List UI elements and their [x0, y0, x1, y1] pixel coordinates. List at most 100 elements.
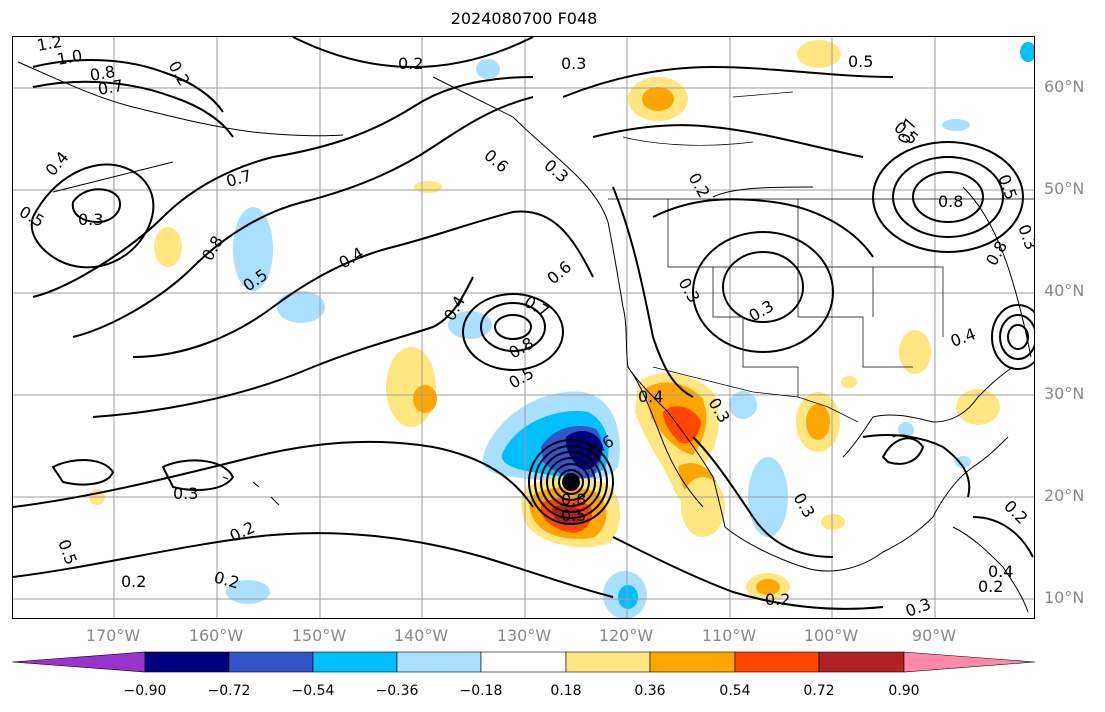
lat-label: 20°N — [1044, 486, 1085, 505]
map-panel: 1.2 1.0 0.8 0.7 0.2 0.3 0.5 0.4 0.3 0.5 … — [12, 36, 1035, 619]
contour-label: 0.8 — [561, 490, 586, 509]
contour-label: 1.0 — [55, 46, 83, 69]
colorbar-tick-label: −0.72 — [207, 683, 251, 699]
lon-label: 110°W — [701, 626, 757, 645]
contour-label: 0.5 — [848, 52, 873, 71]
lat-label: 30°N — [1044, 384, 1085, 403]
chart-title: 2024080700 F048 — [450, 9, 598, 28]
contour-label: 0.5 — [16, 202, 48, 231]
contour-label: 0.3 — [1014, 222, 1034, 252]
negative-anomaly-patch — [955, 456, 971, 468]
positive-anomaly-patch — [642, 87, 674, 111]
negative-anomaly-patch — [729, 391, 757, 419]
colorbar-tick-label: 0.72 — [803, 683, 835, 699]
colorbar-extend-max — [903, 651, 1036, 673]
contour-label: 0.2 — [978, 577, 1003, 596]
contour-label: 0.8 — [506, 333, 538, 362]
negative-anomaly-patch — [277, 291, 325, 323]
contour-label: 0.2 — [165, 58, 194, 90]
colorbar-segment — [396, 651, 482, 673]
colorbar-extend-min — [11, 651, 146, 673]
contour-label: 0.6 — [480, 146, 512, 177]
positive-anomaly-patch — [956, 389, 1000, 425]
lon-label: 100°W — [803, 626, 859, 645]
positive-anomaly-patch — [806, 404, 830, 440]
colorbar-tick-label: 0.36 — [634, 683, 666, 699]
colorbar-segment — [649, 651, 736, 673]
contour-label: 0.7 — [894, 116, 921, 146]
borders — [608, 91, 1034, 423]
colorbar-tick-label: 0.54 — [719, 683, 751, 699]
positive-anomaly-patch — [154, 227, 182, 267]
contour-label: 0.6 — [543, 257, 575, 288]
contour-label: 0.3 — [78, 210, 103, 229]
contour-label: 0.4 — [336, 243, 368, 272]
positive-anomaly-patch — [821, 514, 845, 530]
lon-label: 140°W — [393, 626, 449, 645]
contour-label: 0.4 — [638, 387, 663, 406]
lon-label: 170°W — [85, 626, 141, 645]
negative-anomaly-patch — [226, 580, 270, 604]
positive-anomaly-patch — [797, 40, 841, 68]
contour-label: 0.2 — [765, 590, 790, 609]
contour-label: 0.5 — [561, 506, 586, 525]
colorbar-segment — [734, 651, 820, 673]
negative-anomaly-patch — [476, 59, 500, 79]
contour-label: 0.2 — [1000, 496, 1031, 527]
lat-label: 40°N — [1044, 281, 1085, 300]
negative-anomaly-patch — [618, 585, 638, 609]
positive-anomaly-baja-inner — [663, 406, 701, 444]
lon-label: 160°W — [188, 626, 244, 645]
positive-anomaly-patch — [841, 376, 857, 388]
colorbar-segments — [11, 651, 1036, 673]
contour-label: 0.3 — [540, 156, 572, 187]
contour-label: 0.7 — [521, 292, 553, 321]
contour-label: 0.4 — [988, 562, 1013, 581]
colorbar-segment — [312, 651, 398, 673]
contours — [13, 37, 1034, 610]
lon-label: 90°W — [911, 626, 957, 645]
positive-anomaly-patch — [413, 385, 437, 413]
contour-label: 0.3 — [173, 484, 198, 503]
map-canvas: 1.2 1.0 0.8 0.7 0.2 0.3 0.5 0.4 0.3 0.5 … — [13, 37, 1034, 618]
lon-label: 120°W — [598, 626, 654, 645]
contour-label: 0.2 — [685, 170, 714, 202]
contour-label: 0.2 — [121, 572, 146, 591]
lon-label: 130°W — [496, 626, 552, 645]
contour-label: 0.2 — [398, 54, 423, 73]
negative-anomaly-patch — [942, 119, 970, 131]
contour-label: 0.5 — [54, 537, 81, 567]
contour-label: 0.7 — [224, 166, 254, 191]
positive-anomaly-patch — [756, 579, 780, 595]
contour-label: 0.4 — [42, 148, 73, 180]
colorbar-segment — [818, 651, 905, 673]
colorbar-tick-label: −0.90 — [123, 683, 167, 699]
colorbar-segment — [228, 651, 314, 673]
colorbar-tick-label: −0.36 — [375, 683, 419, 699]
contour-label: 0.3 — [903, 594, 933, 618]
colorbar-segment — [480, 651, 567, 673]
contour-label: 0.2 — [227, 518, 258, 546]
positive-anomaly-patch — [899, 330, 931, 374]
colorbar-tick-label: 0.90 — [888, 683, 920, 699]
contour-label: 0.3 — [675, 275, 704, 307]
colorbar-tick-label: −0.18 — [459, 683, 503, 699]
lat-label: 10°N — [1044, 588, 1085, 607]
lat-label: 50°N — [1044, 179, 1085, 198]
contour-label: 0.8 — [88, 62, 116, 85]
lon-label: 150°W — [291, 626, 347, 645]
contour-label: 0.3 — [561, 54, 586, 73]
contour-label: 0.7 — [96, 76, 124, 99]
colorbar — [11, 651, 1036, 673]
lat-label: 60°N — [1044, 77, 1085, 96]
contour-label: 1.2 — [35, 37, 63, 55]
graticule — [13, 37, 1034, 618]
colorbar-segment — [565, 651, 651, 673]
shading-layer — [89, 40, 1034, 618]
storm-center-marker — [562, 473, 580, 491]
positive-anomaly-patch — [414, 181, 442, 193]
contour-label: 0.4 — [948, 324, 978, 351]
colorbar-tick-label: 0.18 — [550, 683, 582, 699]
contour-label: 0.2 — [212, 568, 242, 593]
contour-label: 0.3 — [790, 490, 819, 522]
